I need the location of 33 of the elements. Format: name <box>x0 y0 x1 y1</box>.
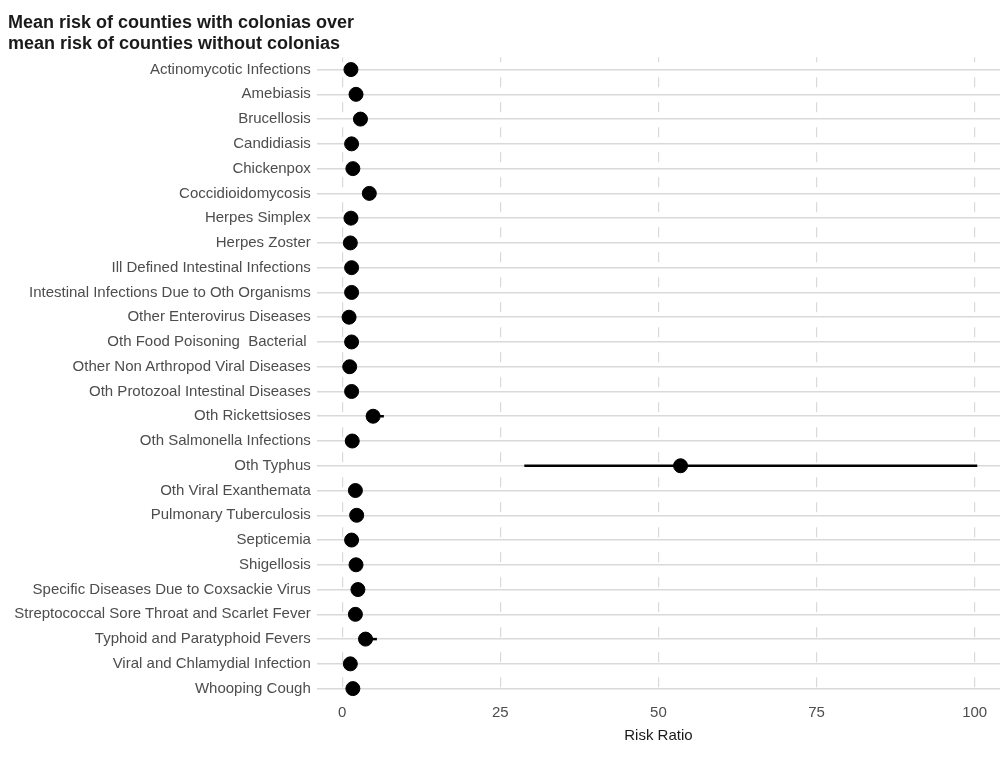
x-tick-label: 25 <box>491 703 509 721</box>
y-tick-label: Whooping Cough <box>194 678 311 696</box>
y-tick-label: Oth Typhus <box>234 455 311 473</box>
y-tick-label: Brucellosis <box>238 109 311 127</box>
y-tick-label: Septicemia <box>236 530 312 548</box>
chart-title: Mean risk of counties with colonias over mean risk of counties without colonias <box>8 11 355 54</box>
y-tick-label: Herpes Zoster <box>215 233 311 251</box>
y-tick-label: Candidiasis <box>233 134 311 152</box>
y-tick-label: Shigellosis <box>239 554 311 572</box>
x-tick-label: 50 <box>650 703 667 721</box>
y-tick-label: Streptococcal Sore Throat and Scarlet Fever <box>14 604 311 622</box>
y-tick-label: Other Enterovirus Diseases <box>127 307 311 325</box>
y-tick-label: Ill Defined Intestinal Infections <box>111 257 311 275</box>
y-tick-label: Specific Diseases Due to Coxsackie Virus <box>32 579 311 597</box>
x-tick-label: 0 <box>337 703 347 721</box>
y-tick-label: Oth Viral Exanthemata <box>160 480 312 498</box>
y-tick-label: Chickenpox <box>232 158 312 176</box>
y-tick-label: Actinomycotic Infections <box>149 59 311 77</box>
y-tick-label: Viral and Chlamydial Infection <box>112 654 311 671</box>
y-tick-label: Oth Rickettsioses <box>194 406 311 424</box>
y-tick-label: Oth Salmonella Infections <box>139 431 311 449</box>
y-tick-label: Herpes Simplex <box>204 208 312 226</box>
y-tick-label: Typhoid and Paratyphoid Fevers <box>94 629 311 647</box>
x-tick-label: 75 <box>808 703 825 721</box>
x-axis-title: Risk Ratio <box>624 726 693 744</box>
y-tick-label: Oth Protozoal Intestinal Diseases <box>89 381 311 399</box>
y-tick-label: Other Non Arthropod Viral Diseases <box>72 356 311 374</box>
y-tick-label: Pulmonary Tuberculosis <box>150 505 311 523</box>
x-tick-label: 100 <box>962 703 988 721</box>
y-tick-label: Amebiasis <box>241 84 311 102</box>
y-tick-label: Coccidioidomycosis <box>179 183 311 201</box>
y-tick-label: Intestinal Infections Due to Oth Organisms <box>28 282 311 300</box>
y-tick-label: Oth Food Poisoning Bacterial <box>107 332 311 350</box>
